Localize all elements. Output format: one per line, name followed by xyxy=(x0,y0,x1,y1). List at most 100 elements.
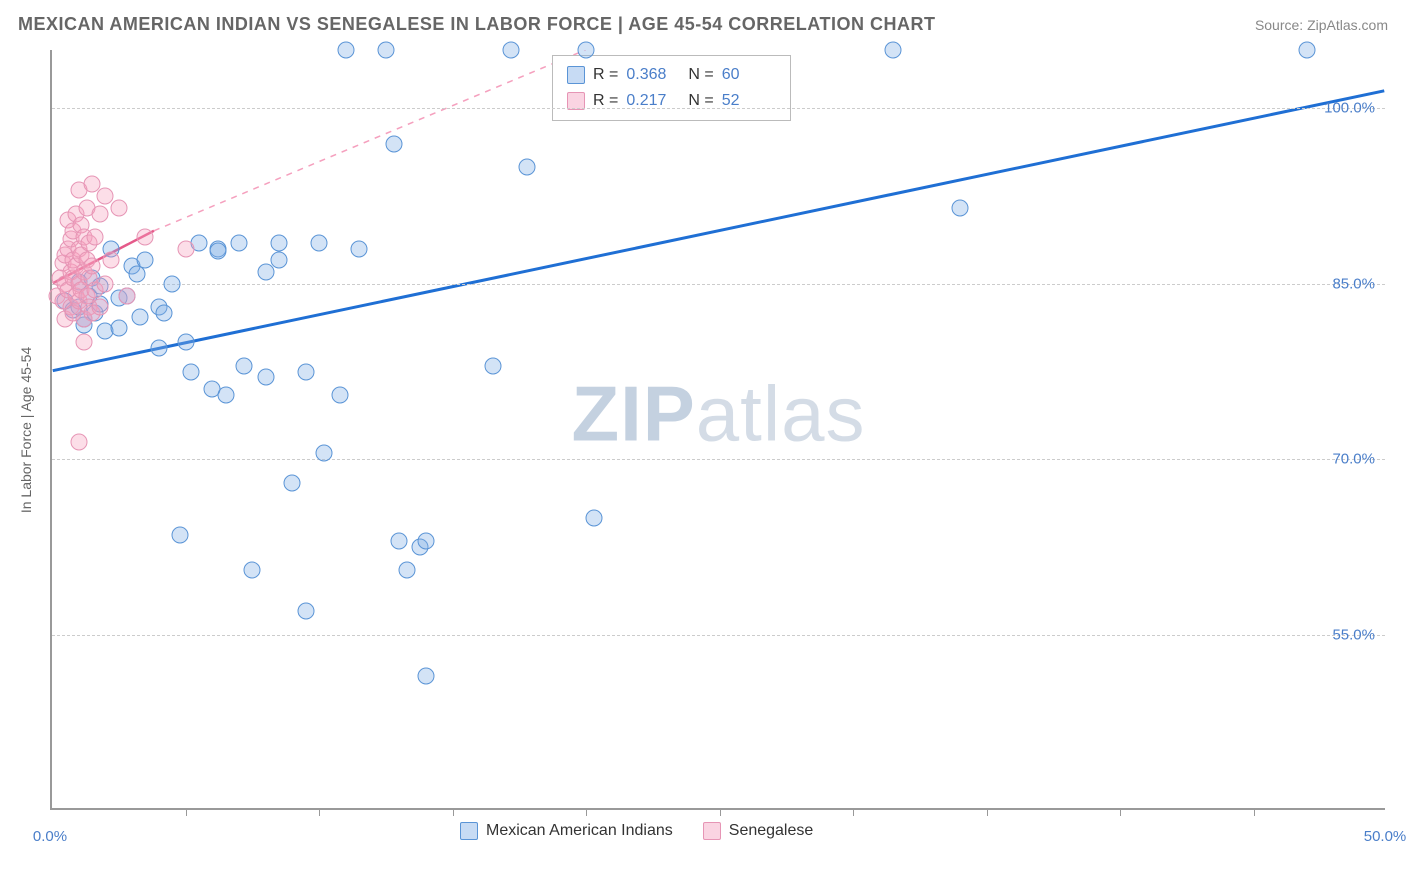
legend-correlation-row: R = 0.368 N = 60 xyxy=(567,62,776,88)
x-tick-label: 0.0% xyxy=(33,828,67,845)
chart-container: MEXICAN AMERICAN INDIAN VS SENEGALESE IN… xyxy=(0,0,1406,892)
y-axis-label: In Labor Force | Age 45-54 xyxy=(18,347,34,513)
data-point xyxy=(519,158,536,175)
data-point xyxy=(399,562,416,579)
data-point xyxy=(351,240,368,257)
watermark-atlas: atlas xyxy=(696,369,866,457)
data-point xyxy=(337,42,354,59)
data-point xyxy=(102,252,119,269)
legend-series-label: Mexican American Indians xyxy=(486,822,673,840)
data-point xyxy=(270,234,287,251)
trend-line xyxy=(53,91,1384,371)
trend-line xyxy=(154,50,585,231)
data-point xyxy=(417,533,434,550)
data-point xyxy=(951,199,968,216)
x-tick xyxy=(186,808,187,816)
legend-r-value: 0.217 xyxy=(626,92,680,110)
x-tick xyxy=(586,808,587,816)
data-point xyxy=(84,258,101,275)
source-attribution: Source: ZipAtlas.com xyxy=(1255,17,1388,33)
y-tick-label: 55.0% xyxy=(1332,626,1375,643)
y-tick-label: 85.0% xyxy=(1332,275,1375,292)
legend-series-label: Senegalese xyxy=(729,822,814,840)
x-tick xyxy=(453,808,454,816)
y-tick-label: 70.0% xyxy=(1332,451,1375,468)
data-point xyxy=(177,240,194,257)
data-point xyxy=(1298,42,1315,59)
data-point xyxy=(236,357,253,374)
data-point xyxy=(503,42,520,59)
data-point xyxy=(391,533,408,550)
legend-correlation-row: R = 0.217 N = 52 xyxy=(567,88,776,114)
trend-lines-layer xyxy=(52,50,1385,808)
legend-series-item: Mexican American Indians xyxy=(460,822,673,840)
legend-r-label: R = xyxy=(593,92,618,110)
data-point xyxy=(150,340,167,357)
data-point xyxy=(244,562,261,579)
data-point xyxy=(164,275,181,292)
legend-n-label: N = xyxy=(688,92,713,110)
data-point xyxy=(172,527,189,544)
grid-line-horizontal xyxy=(52,284,1385,285)
title-bar: MEXICAN AMERICAN INDIAN VS SENEGALESE IN… xyxy=(18,14,1388,35)
data-point xyxy=(297,363,314,380)
data-point xyxy=(92,299,109,316)
data-point xyxy=(156,305,173,322)
data-point xyxy=(209,243,226,260)
data-point xyxy=(377,42,394,59)
legend-series: Mexican American Indians Senegalese xyxy=(460,822,813,840)
data-point xyxy=(86,229,103,246)
grid-line-horizontal xyxy=(52,459,1385,460)
data-point xyxy=(110,320,127,337)
data-point xyxy=(311,234,328,251)
data-point xyxy=(578,42,595,59)
chart-title: MEXICAN AMERICAN INDIAN VS SENEGALESE IN… xyxy=(18,14,935,35)
x-tick xyxy=(1120,808,1121,816)
data-point xyxy=(297,603,314,620)
legend-n-value: 60 xyxy=(722,66,776,84)
data-point xyxy=(885,42,902,59)
legend-swatch-icon xyxy=(460,822,478,840)
watermark: ZIPatlas xyxy=(571,368,865,459)
data-point xyxy=(97,275,114,292)
legend-n-value: 52 xyxy=(722,92,776,110)
legend-series-item: Senegalese xyxy=(703,822,814,840)
data-point xyxy=(76,334,93,351)
data-point xyxy=(385,135,402,152)
data-point xyxy=(332,386,349,403)
data-point xyxy=(137,229,154,246)
data-point xyxy=(316,445,333,462)
data-point xyxy=(70,433,87,450)
legend-swatch-icon xyxy=(567,92,585,110)
legend-swatch-icon xyxy=(703,822,721,840)
x-tick xyxy=(319,808,320,816)
legend-r-label: R = xyxy=(593,66,618,84)
legend-n-label: N = xyxy=(688,66,713,84)
legend-swatch-icon xyxy=(567,66,585,84)
data-point xyxy=(257,264,274,281)
watermark-zip: ZIP xyxy=(571,369,695,457)
data-point xyxy=(118,287,135,304)
data-point xyxy=(137,252,154,269)
grid-line-horizontal xyxy=(52,108,1385,109)
legend-r-value: 0.368 xyxy=(626,66,680,84)
data-point xyxy=(484,357,501,374)
data-point xyxy=(230,234,247,251)
data-point xyxy=(132,308,149,325)
data-point xyxy=(177,334,194,351)
x-tick xyxy=(987,808,988,816)
data-point xyxy=(417,667,434,684)
data-point xyxy=(182,363,199,380)
x-tick xyxy=(1254,808,1255,816)
y-tick-label: 100.0% xyxy=(1324,100,1375,117)
data-point xyxy=(284,474,301,491)
data-point xyxy=(270,252,287,269)
data-point xyxy=(92,205,109,222)
data-point xyxy=(257,369,274,386)
legend-correlation-box: R = 0.368 N = 60 R = 0.217 N = 52 xyxy=(552,55,791,121)
x-tick xyxy=(720,808,721,816)
plot-area: ZIPatlas R = 0.368 N = 60 R = 0.217 N = 52 55.0… xyxy=(50,50,1385,810)
data-point xyxy=(586,509,603,526)
data-point xyxy=(110,199,127,216)
data-point xyxy=(217,386,234,403)
